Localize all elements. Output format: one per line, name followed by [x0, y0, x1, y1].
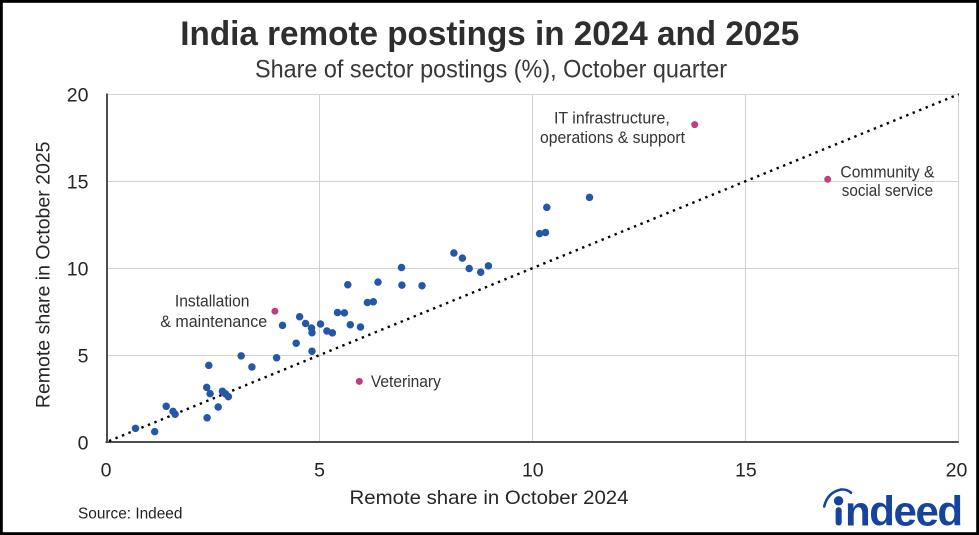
svg-text:5: 5: [314, 459, 325, 481]
svg-text:Community &: Community &: [840, 163, 934, 181]
svg-text:Installation: Installation: [175, 293, 250, 311]
svg-text:15: 15: [67, 171, 89, 193]
svg-text:Source: Indeed: Source: Indeed: [78, 506, 182, 523]
svg-text:10: 10: [67, 258, 89, 280]
svg-text:operations & support: operations & support: [540, 129, 685, 147]
svg-text:IT infrastructure,: IT infrastructure,: [554, 110, 670, 128]
svg-text:Veterinary: Veterinary: [371, 373, 442, 391]
svg-text:0: 0: [78, 432, 89, 454]
svg-text:5: 5: [78, 345, 89, 367]
svg-text:Remote share in October 2025: Remote share in October 2025: [33, 141, 55, 408]
svg-text:Remote share in October 2024: Remote share in October 2024: [350, 487, 629, 509]
svg-text:Share of sector postings (%),: Share of sector postings (%), October qu…: [255, 56, 727, 84]
svg-text:20: 20: [946, 459, 968, 481]
svg-text:ndeed: ndeed: [845, 488, 962, 535]
svg-text:15: 15: [735, 459, 757, 481]
svg-text:20: 20: [67, 84, 89, 106]
svg-text:10: 10: [522, 459, 544, 481]
svg-text:social service: social service: [842, 182, 933, 200]
svg-text:0: 0: [101, 459, 112, 481]
svg-text:& maintenance: & maintenance: [160, 313, 267, 331]
svg-text:India remote postings in 2024: India remote postings in 2024 and 2025: [180, 15, 799, 53]
